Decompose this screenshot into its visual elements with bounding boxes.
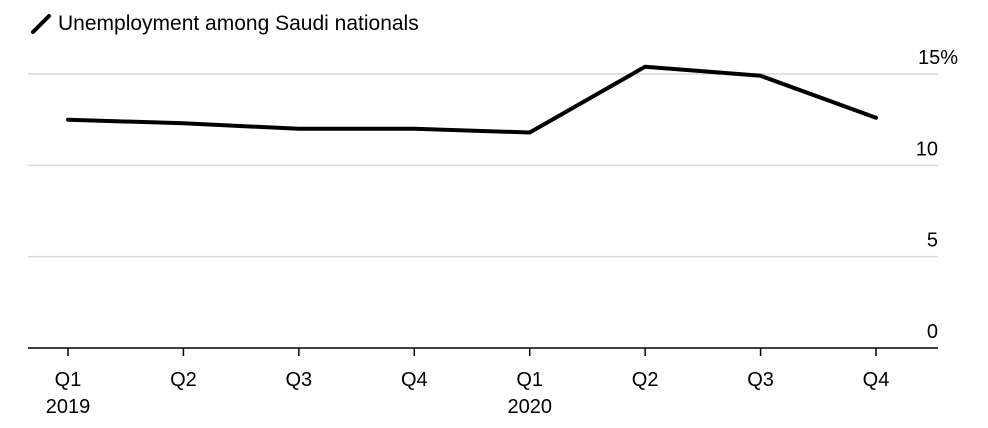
y-tick-label: 10 (916, 138, 938, 160)
x-axis-ticks: Q1 2019 Q2 Q3 Q4 Q1 2020 Q2 Q3 Q4 (46, 348, 890, 418)
x-year-label: 2019 (46, 396, 91, 418)
x-tick-label: Q2 (632, 369, 659, 391)
legend: Unemployment among Saudi nationals (30, 10, 419, 38)
x-tick-label: Q1 (55, 369, 82, 391)
series-layer (66, 64, 878, 135)
y-tick-label: 15% (918, 47, 958, 69)
y-tick-label: 5 (927, 230, 938, 252)
x-tick-label: Q4 (863, 369, 890, 391)
legend-label: Unemployment among Saudi nationals (58, 12, 419, 35)
x-tick-label: Q2 (170, 369, 197, 391)
x-tick-label: Q3 (286, 369, 313, 391)
y-axis-ticks: 0 5 10 15% (916, 47, 958, 343)
x-year-label: 2020 (507, 396, 552, 418)
gridlines (28, 73, 938, 258)
y-tick-label: 0 (927, 321, 938, 343)
series-line (66, 64, 878, 135)
x-tick-label: Q3 (747, 369, 774, 391)
x-tick-label: Q1 (516, 369, 543, 391)
x-tick-label: Q4 (401, 369, 428, 391)
line-series-icon (31, 14, 51, 34)
